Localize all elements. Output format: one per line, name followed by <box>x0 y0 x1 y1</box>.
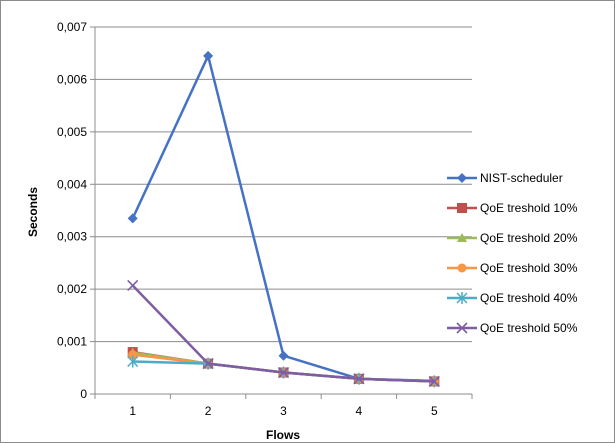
x-tick-label: 2 <box>205 404 212 418</box>
data-point <box>278 350 289 361</box>
legend-marker <box>457 233 467 242</box>
x-axis-title: Flows <box>266 428 300 442</box>
legend: NIST-scheduler QoE treshold 10% QoE tresho… <box>447 171 578 335</box>
x-tick-label: 5 <box>431 404 438 418</box>
series-layer <box>127 50 440 388</box>
y-tick-label: 0,007 <box>57 20 87 34</box>
legend-label: NIST-scheduler <box>480 171 563 185</box>
data-point <box>127 279 139 292</box>
data-point <box>428 375 440 387</box>
legend-label: QoE treshold 10% <box>480 201 578 215</box>
y-tick-label: 0,006 <box>57 72 87 86</box>
legend-item: NIST-scheduler <box>447 171 563 185</box>
legend-label: QoE treshold 30% <box>480 261 578 275</box>
y-tick-label: 0,005 <box>57 125 87 139</box>
data-point <box>203 50 214 61</box>
series-5 <box>127 279 440 387</box>
series-0 <box>127 50 440 386</box>
data-point <box>353 373 365 385</box>
y-tick-label: 0,002 <box>57 282 87 296</box>
legend-marker <box>457 203 467 213</box>
legend-item: QoE treshold 50% <box>447 321 578 335</box>
y-tick-label: 0,004 <box>57 177 87 191</box>
legend-label: QoE treshold 20% <box>480 231 578 245</box>
legend-label: QoE treshold 50% <box>480 321 578 335</box>
legend-item: QoE treshold 20% <box>447 231 578 245</box>
y-tick-label: 0 <box>80 387 87 401</box>
gridlines <box>95 26 472 343</box>
x-tick-label: 4 <box>356 404 363 418</box>
x-tick-label: 1 <box>129 404 136 418</box>
legend-marker <box>456 322 468 334</box>
legend-label: QoE treshold 40% <box>480 291 578 305</box>
data-point <box>127 355 139 368</box>
y-tick-label: 0,003 <box>57 230 87 244</box>
x-tick-label: 3 <box>280 404 287 418</box>
legend-marker <box>457 263 467 273</box>
data-point <box>128 350 138 360</box>
data-point <box>127 213 138 224</box>
data-point <box>202 358 214 370</box>
legend-item: QoE treshold 10% <box>447 201 578 215</box>
legend-marker <box>456 292 468 304</box>
y-tick-label: 0,001 <box>57 335 87 349</box>
axes: Flows Seconds 0 0,001 0,002 0,003 0,004 0,005… <box>26 20 473 442</box>
legend-item: QoE treshold 40% <box>447 291 578 305</box>
legend-marker <box>457 173 467 183</box>
y-axis-title: Seconds <box>26 187 40 237</box>
legend-item: QoE treshold 30% <box>447 261 578 275</box>
data-point <box>277 366 290 379</box>
